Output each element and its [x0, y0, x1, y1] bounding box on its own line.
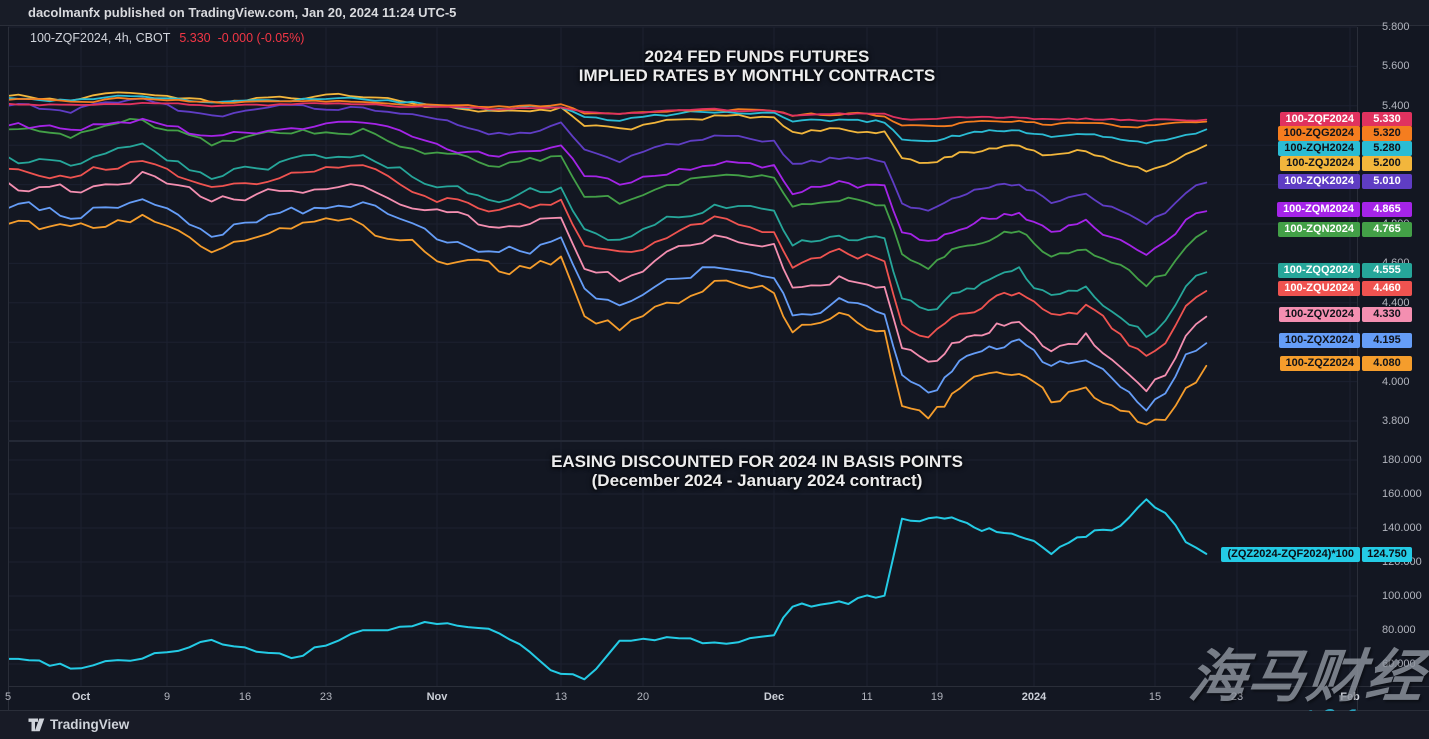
price-tick: 5.800: [1382, 21, 1410, 33]
legend-change: -0.000 (-0.05%): [217, 31, 305, 45]
time-tick: 15: [1148, 691, 1162, 703]
price-tick: 5.400: [1382, 99, 1410, 112]
price-tick: 5.600: [1382, 60, 1410, 73]
publish-header-text: dacolmanfx published on TradingView.com,…: [28, 5, 457, 20]
series-name-chip: 100-ZQX2024: [1278, 332, 1360, 348]
time-tick: 2024: [1021, 691, 1047, 703]
series-label-100-ZQN2024[interactable]: 100-ZQN2024 4.765: [1278, 221, 1412, 237]
series-line-100-ZQM2024: [8, 117, 1208, 256]
series-line-100-ZQQ2024: [8, 142, 1208, 338]
series-legend: 100-ZQF2024, 4h, CBOT 5.330 -0.000 (-0.05%…: [30, 31, 304, 45]
time-tick: 23: [1230, 691, 1244, 703]
series-line-100-ZQV2024: [8, 171, 1208, 393]
series-name-chip: (ZQZ2024-ZQF2024)*100: [1221, 546, 1360, 562]
series-label-100-ZQH2024[interactable]: 100-ZQH2024 5.280: [1278, 140, 1412, 156]
time-tick: 23: [319, 691, 333, 703]
series-value-chip: 4.195: [1362, 332, 1412, 348]
price-tick: 100.000: [1382, 590, 1422, 602]
series-name-chip: 100-ZQG2024: [1277, 125, 1360, 141]
price-tick: 140.000: [1382, 522, 1422, 534]
series-label-100-ZQX2024[interactable]: 100-ZQX2024 4.195: [1278, 332, 1412, 348]
time-tick: Oct: [71, 691, 91, 703]
series-name-chip: 100-ZQU2024: [1278, 280, 1360, 296]
bottom-title-line2: (December 2024 - January 2024 contract): [591, 471, 923, 490]
series-line-100-ZQK2024: [8, 97, 1208, 226]
series-label-100-ZQF2024[interactable]: 100-ZQF2024 5.330: [1279, 111, 1412, 127]
series-value-chip: 4.080: [1362, 355, 1412, 371]
series-label-100-ZQM2024[interactable]: 100-ZQM2024 4.865: [1277, 201, 1412, 217]
legend-last-price: 5.330: [179, 31, 211, 45]
tradingview-logo-icon[interactable]: [28, 718, 45, 737]
bottom-panel-title: EASING DISCOUNTED FOR 2024 IN BASIS POIN…: [551, 452, 963, 490]
series-line-100-ZQU2024: [8, 160, 1208, 357]
time-tick: 19: [930, 691, 944, 703]
price-axis[interactable]: [1358, 27, 1429, 686]
tradingview-brand[interactable]: TradingView: [50, 717, 130, 732]
series-value-chip: 4.865: [1362, 201, 1412, 217]
series-line-100-ZQX2024: [8, 198, 1208, 412]
series-value-chip: 5.280: [1362, 140, 1412, 156]
time-tick: Feb: [1340, 691, 1360, 703]
price-tick: 160.000: [1382, 488, 1422, 500]
series-line-100-ZQZ2024: [8, 213, 1208, 426]
time-tick: 9: [163, 691, 171, 703]
top-panel-title: 2024 FED FUNDS FUTURES IMPLIED RATES BY …: [579, 47, 935, 85]
time-tick: 13: [554, 691, 568, 703]
series-line-spread: [8, 498, 1208, 681]
series-value-chip: 5.200: [1362, 155, 1412, 171]
price-tick: 80.000: [1382, 624, 1416, 636]
series-label--ZQZ2024-ZQF2024-100[interactable]: (ZQZ2024-ZQF2024)*100 124.750: [1221, 546, 1412, 562]
price-tick: 4.000: [1382, 375, 1410, 388]
footer-bar: TradingView: [0, 711, 1429, 739]
series-name-chip: 100-ZQH2024: [1278, 140, 1360, 156]
series-label-100-ZQK2024[interactable]: 100-ZQK2024 5.010: [1278, 173, 1412, 189]
series-label-100-ZQV2024[interactable]: 100-ZQV2024 4.330: [1278, 306, 1412, 322]
time-tick: Dec: [763, 691, 785, 703]
publish-header: dacolmanfx published on TradingView.com,…: [0, 0, 1429, 26]
series-label-100-ZQG2024[interactable]: 100-ZQG2024 5.320: [1277, 125, 1412, 141]
series-value-chip: 124.750: [1362, 546, 1412, 562]
series-line-100-ZQF2024: [8, 102, 1208, 122]
series-name-chip: 100-ZQM2024: [1277, 201, 1360, 217]
price-tick: 180.000: [1382, 454, 1422, 466]
bottom-title-line1: EASING DISCOUNTED FOR 2024 IN BASIS POIN…: [551, 452, 963, 471]
price-tick: 4.400: [1382, 296, 1410, 309]
series-name-chip: 100-ZQJ2024: [1280, 155, 1360, 171]
time-tick: 11: [861, 691, 873, 703]
series-name-chip: 100-ZQZ2024: [1279, 355, 1360, 371]
series-line-100-ZQH2024: [8, 94, 1208, 145]
series-label-100-ZQZ2024[interactable]: 100-ZQZ2024 4.080: [1279, 355, 1412, 371]
series-value-chip: 4.330: [1362, 306, 1412, 322]
series-label-100-ZQU2024[interactable]: 100-ZQU2024 4.460: [1278, 280, 1412, 296]
top-title-line2: IMPLIED RATES BY MONTHLY CONTRACTS: [578, 66, 936, 85]
pane-divider[interactable]: [8, 440, 1357, 442]
series-name-chip: 100-ZQQ2024: [1277, 262, 1360, 278]
series-name-chip: 100-ZQK2024: [1278, 173, 1360, 189]
series-label-100-ZQQ2024[interactable]: 100-ZQQ2024 4.555: [1277, 262, 1412, 278]
top-title-line1: 2024 FED FUNDS FUTURES: [644, 47, 870, 66]
series-name-chip: 100-ZQF2024: [1279, 111, 1360, 127]
series-value-chip: 4.555: [1362, 262, 1412, 278]
legend-symbol: 100-ZQF2024, 4h, CBOT: [30, 31, 171, 45]
series-line-100-ZQN2024: [8, 118, 1208, 288]
time-tick: 16: [238, 691, 252, 703]
price-tick: 3.800: [1382, 415, 1410, 427]
series-label-100-ZQJ2024[interactable]: 100-ZQJ2024 5.200: [1280, 155, 1412, 171]
series-value-chip: 4.460: [1362, 280, 1412, 296]
time-axis[interactable]: [8, 687, 1357, 710]
time-tick: 5: [4, 691, 12, 703]
series-value-chip: 4.765: [1362, 221, 1412, 237]
series-name-chip: 100-ZQV2024: [1278, 306, 1360, 322]
time-tick: 20: [636, 691, 650, 703]
series-name-chip: 100-ZQN2024: [1278, 221, 1360, 237]
series-value-chip: 5.330: [1362, 111, 1412, 127]
series-value-chip: 5.320: [1362, 125, 1412, 141]
series-value-chip: 5.010: [1362, 173, 1412, 189]
price-tick: 60.000: [1382, 658, 1416, 670]
time-tick: Nov: [426, 691, 448, 703]
